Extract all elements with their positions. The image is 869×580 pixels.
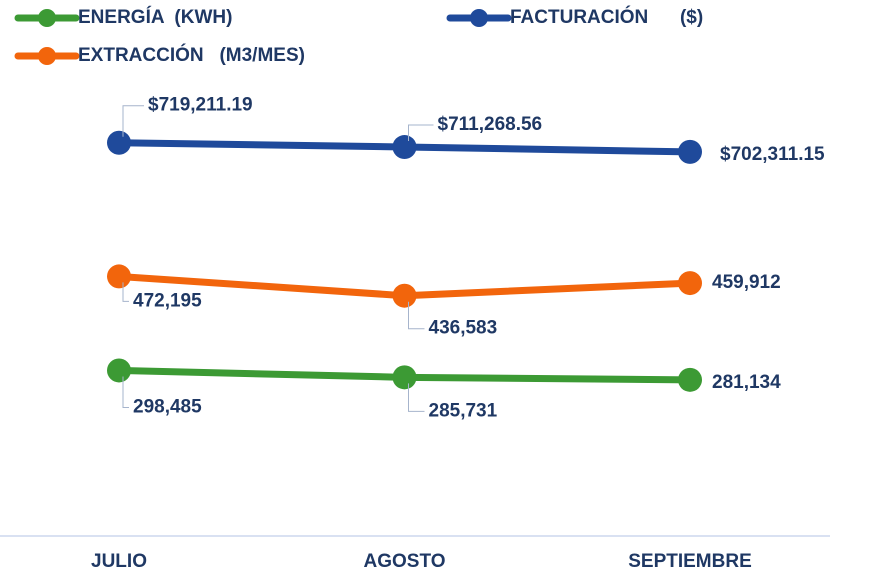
- leader-line: [122, 105, 144, 137]
- data-point: [678, 139, 702, 164]
- data-point: [392, 135, 417, 160]
- legend-label: FACTURACIÓN ($): [510, 6, 703, 28]
- leader-line: [408, 124, 434, 142]
- x-tick-label: SEPTIEMBRE: [628, 551, 752, 572]
- data-point: [392, 283, 417, 308]
- leader-line: [408, 383, 425, 412]
- legend-label: EXTRACCIÓN (M3/MES): [78, 44, 305, 66]
- leader-line: [408, 301, 425, 330]
- legend-label: ENERGÍA (KWH): [78, 6, 232, 28]
- data-label: 436,583: [429, 318, 498, 339]
- data-point: [107, 358, 131, 383]
- legend-marker: [38, 9, 56, 27]
- data-label: 459,912: [712, 272, 781, 293]
- legend-marker: [470, 9, 488, 27]
- data-label: 285,731: [429, 400, 498, 421]
- x-tick-label: JULIO: [91, 551, 147, 572]
- data-label: $719,211.19: [148, 95, 253, 116]
- data-label: 298,485: [133, 396, 202, 417]
- data-point: [107, 130, 131, 155]
- legend-marker: [38, 47, 56, 65]
- leader-line: [122, 282, 129, 302]
- data-point: [107, 264, 131, 289]
- data-label: $702,311.15: [720, 144, 825, 165]
- x-tick-label: AGOSTO: [364, 551, 446, 572]
- data-point: [678, 367, 702, 392]
- data-label: 472,195: [133, 290, 202, 311]
- data-point: [678, 271, 702, 296]
- data-label: 281,134: [712, 372, 781, 393]
- data-label: $711,268.56: [438, 114, 543, 135]
- leader-line: [122, 376, 129, 408]
- data-point: [392, 365, 417, 390]
